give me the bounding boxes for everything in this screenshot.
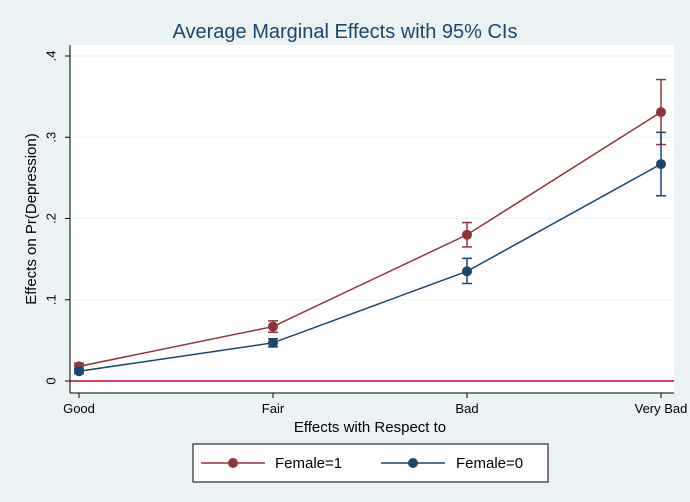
data-point [268,321,278,332]
data-point [462,266,472,277]
y-axis-title: Effects on Pr(Depression) [23,133,40,304]
series-layer [74,78,666,377]
y-tick-label: 0 [43,377,58,384]
y-tick-label: .1 [43,294,58,305]
x-tick-label: Bad [455,401,478,416]
x-tick-label: Very Bad [635,401,688,416]
series-line-0 [78,111,662,368]
data-point [462,229,472,240]
legend: Female=1 Female=0 [192,443,549,483]
legend-female1-marker [228,458,238,468]
chart-title: Average Marginal Effects with 95% CIs [173,21,518,43]
legend-female0-label: Female=0 [456,455,523,472]
x-axis-title: Effects with Respect to [294,419,446,436]
data-point [268,337,278,348]
y-tick-label: .2 [43,213,58,224]
gridlines [70,55,674,301]
data-point [656,159,666,170]
x-axis-ticks: Good Fair Bad Very Bad [63,393,687,416]
legend-female0-marker [408,458,418,468]
x-tick-label: Good [63,401,95,416]
data-point [656,107,666,118]
y-tick-label: .4 [43,51,58,62]
data-point [74,366,84,377]
y-tick-label: .3 [43,132,58,143]
legend-female1-label: Female=1 [275,455,342,472]
series-line-1 [78,163,662,372]
y-axis-ticks: 0 .1 .2 .3 .4 [43,51,70,385]
series-1 [74,131,666,377]
x-tick-label: Fair [262,401,285,416]
